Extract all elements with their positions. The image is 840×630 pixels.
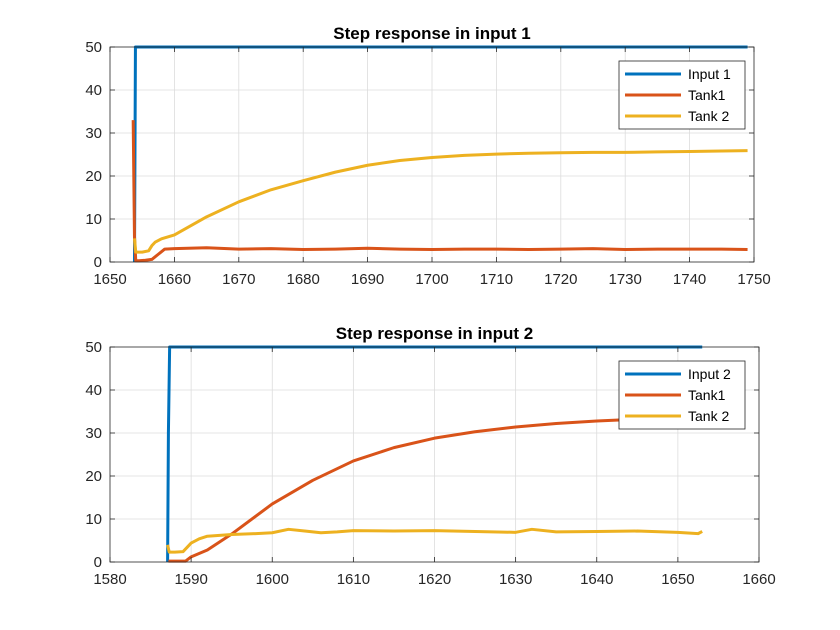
x-tick-label: 1720 (544, 271, 577, 288)
x-tick-label: 1690 (351, 271, 384, 288)
y-tick-label: 0 (94, 554, 102, 571)
x-tick-label: 1620 (418, 571, 451, 588)
x-tick-label: 1650 (661, 571, 694, 588)
y-tick-label: 50 (85, 39, 102, 56)
y-tick-label: 20 (85, 468, 102, 485)
x-tick-label: 1600 (256, 571, 289, 588)
chart-title: Step response in input 1 (333, 24, 530, 43)
legend-label: Tank1 (688, 387, 726, 403)
legend-label: Input 2 (688, 366, 731, 382)
chart-title: Step response in input 2 (336, 324, 533, 343)
series-line-3 (132, 149, 748, 254)
y-tick-label: 40 (85, 382, 102, 399)
legend-label: Tank 2 (688, 408, 729, 424)
legend: Input 2 Tank1 Tank 2 (618, 360, 746, 430)
series-line-3 (166, 527, 703, 554)
x-tick-label: 1700 (415, 271, 448, 288)
x-tick-label: 1680 (287, 271, 320, 288)
legend-label: Input 1 (688, 66, 731, 82)
legend-label: Tank 2 (688, 108, 729, 124)
subplot-2: 1580 1590 1600 1610 1620 1630 1640 1650 1660 0 10 2… (85, 324, 775, 588)
legend: Input 1 Tank1 Tank 2 (618, 60, 746, 130)
x-tick-label: 1660 (742, 571, 775, 588)
series-line-2 (131, 120, 748, 263)
x-tick-label: 1590 (174, 571, 207, 588)
x-tick-label: 1610 (337, 571, 370, 588)
y-tick-label: 30 (85, 425, 102, 442)
x-tick-label: 1630 (499, 571, 532, 588)
x-tick-label: 1580 (93, 571, 126, 588)
y-tick-label: 20 (85, 168, 102, 185)
subplot-1: 1650 1660 1670 1680 1690 1700 1710 1720 1730 1740… (85, 24, 770, 288)
x-tick-label: 1750 (737, 271, 770, 288)
y-tick-label: 50 (85, 339, 102, 356)
x-tick-label: 1740 (673, 271, 706, 288)
y-tick-label: 0 (94, 254, 102, 271)
y-tick-label: 30 (85, 125, 102, 142)
y-tick-label: 40 (85, 82, 102, 99)
x-tick-label: 1710 (480, 271, 513, 288)
x-tick-label: 1670 (222, 271, 255, 288)
x-tick-label: 1650 (93, 271, 126, 288)
y-tick-label: 10 (85, 211, 102, 228)
series-line-2 (168, 415, 703, 563)
legend-label: Tank1 (688, 87, 726, 103)
y-tick-label: 10 (85, 511, 102, 528)
x-tick-label: 1730 (609, 271, 642, 288)
x-tick-label: 1660 (158, 271, 191, 288)
x-tick-label: 1640 (580, 571, 613, 588)
